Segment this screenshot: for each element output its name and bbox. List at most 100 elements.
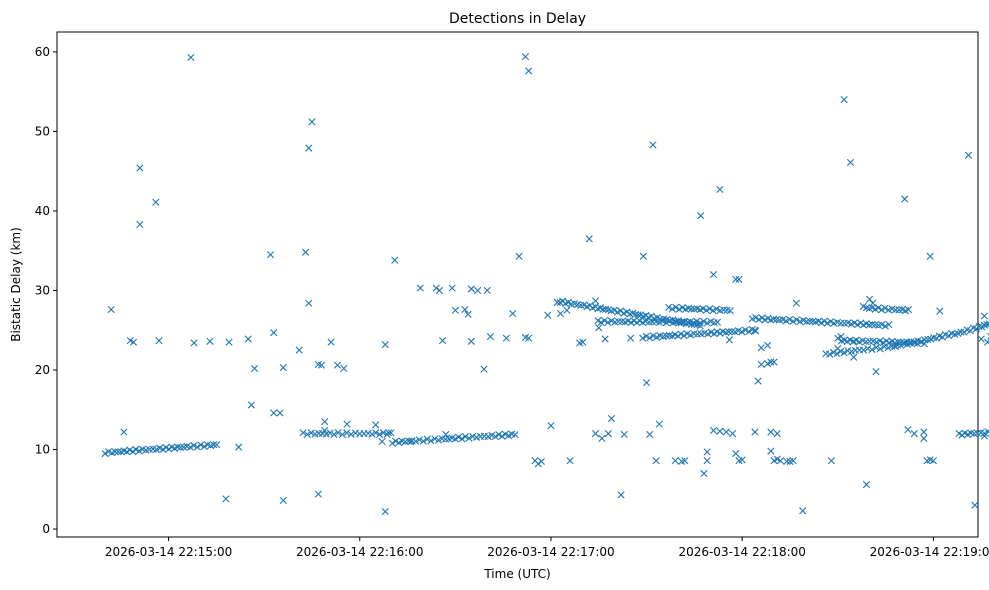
detection-marker <box>697 212 705 220</box>
x-tick-label: 2026-03-14 22:16:00 <box>296 545 423 559</box>
detection-marker <box>566 457 574 465</box>
detection-marker <box>929 457 937 465</box>
detection-marker <box>700 317 708 325</box>
detection-marker <box>703 448 711 456</box>
detection-marker <box>563 306 571 314</box>
detection-marker <box>901 195 909 203</box>
detection-marker <box>783 457 791 466</box>
detection-marker <box>314 490 322 498</box>
detection-marker <box>903 340 911 348</box>
detection-marker <box>738 328 746 336</box>
detection-marker <box>340 364 348 372</box>
detection-marker <box>895 306 903 314</box>
detection-marker <box>665 331 673 340</box>
detection-marker <box>793 316 801 324</box>
y-tick-label: 10 <box>35 443 50 457</box>
detection-marker <box>754 377 762 385</box>
detection-marker <box>776 457 785 465</box>
detection-marker <box>881 304 889 312</box>
x-tick-label: 2026-03-14 22:17:00 <box>487 545 614 559</box>
detection-marker <box>713 318 722 326</box>
detection-marker <box>250 364 259 372</box>
detection-marker <box>155 336 163 345</box>
detection-marker <box>515 252 523 260</box>
detection-marker <box>869 299 877 307</box>
detection-marker <box>509 309 517 318</box>
detection-marker <box>544 311 552 319</box>
detection-marker <box>416 284 424 292</box>
detection-marker <box>308 118 316 126</box>
detection-marker <box>235 443 243 451</box>
detection-marker <box>372 429 380 437</box>
detection-marker <box>225 338 233 346</box>
detection-marker <box>378 437 386 446</box>
detection-marker <box>977 335 985 343</box>
detection-marker <box>971 501 979 509</box>
detection-marker <box>678 318 686 326</box>
detection-marker <box>327 338 335 346</box>
detection-marker <box>343 429 351 437</box>
detection-marker <box>834 344 842 353</box>
detection-marker <box>480 365 488 373</box>
detection-marker <box>135 447 143 455</box>
y-tick-label: 0 <box>42 522 50 536</box>
x-axis: 2026-03-14 22:15:00 2026-03-14 22:16:00 20… <box>105 537 989 559</box>
detection-marker <box>703 457 711 465</box>
detection-marker <box>767 358 775 366</box>
detection-marker <box>820 317 828 325</box>
detection-marker <box>111 448 119 456</box>
detection-marker <box>639 334 647 342</box>
detection-marker <box>773 430 781 438</box>
detection-marker <box>435 286 444 295</box>
detection-marker <box>556 309 565 318</box>
detection-marker <box>372 421 380 429</box>
detection-marker <box>607 414 616 423</box>
detection-marker <box>789 317 797 326</box>
detection-marker <box>623 308 631 316</box>
detection-marker <box>687 305 696 313</box>
detection-marker <box>617 307 625 315</box>
detection-marker <box>681 457 689 465</box>
detection-marker <box>525 334 533 342</box>
detection-marker <box>864 345 872 353</box>
detection-marker <box>483 286 491 295</box>
detection-marker <box>465 434 473 442</box>
detection-marker <box>757 360 765 369</box>
detection-marker <box>458 435 466 443</box>
detection-marker <box>598 434 606 442</box>
detection-marker <box>129 338 138 346</box>
detection-marker <box>897 341 905 349</box>
detection-marker <box>193 443 201 451</box>
detection-marker <box>892 306 900 314</box>
detection-marker <box>806 317 814 325</box>
detection-marker <box>601 335 609 343</box>
detection-marker <box>270 329 278 337</box>
detection-marker <box>980 312 988 320</box>
detection-marker <box>525 67 533 75</box>
detection-marker <box>792 299 800 307</box>
detection-marker <box>732 449 740 458</box>
detection-marker <box>850 353 858 361</box>
detection-marker <box>577 301 585 309</box>
detection-marker <box>602 305 610 313</box>
detection-marker <box>222 495 230 503</box>
detection-marker <box>333 361 342 369</box>
detection-marker <box>279 364 287 372</box>
detection-marker <box>696 319 704 327</box>
detection-marker <box>152 198 160 206</box>
detection-marker <box>368 430 376 438</box>
detections-series <box>101 53 989 516</box>
detection-marker <box>706 305 714 313</box>
detection-marker <box>752 314 760 322</box>
detection-marker <box>338 430 346 439</box>
detection-marker <box>827 318 835 326</box>
detection-marker <box>620 430 628 438</box>
x-tick-label: 2026-03-14 22:15:00 <box>105 545 232 559</box>
detection-marker <box>764 341 772 349</box>
y-tick-label: 30 <box>35 283 50 297</box>
detection-marker <box>840 349 848 357</box>
detection-marker <box>690 305 698 313</box>
detection-marker <box>381 507 389 516</box>
detection-marker <box>866 295 874 303</box>
detection-marker <box>725 328 733 336</box>
